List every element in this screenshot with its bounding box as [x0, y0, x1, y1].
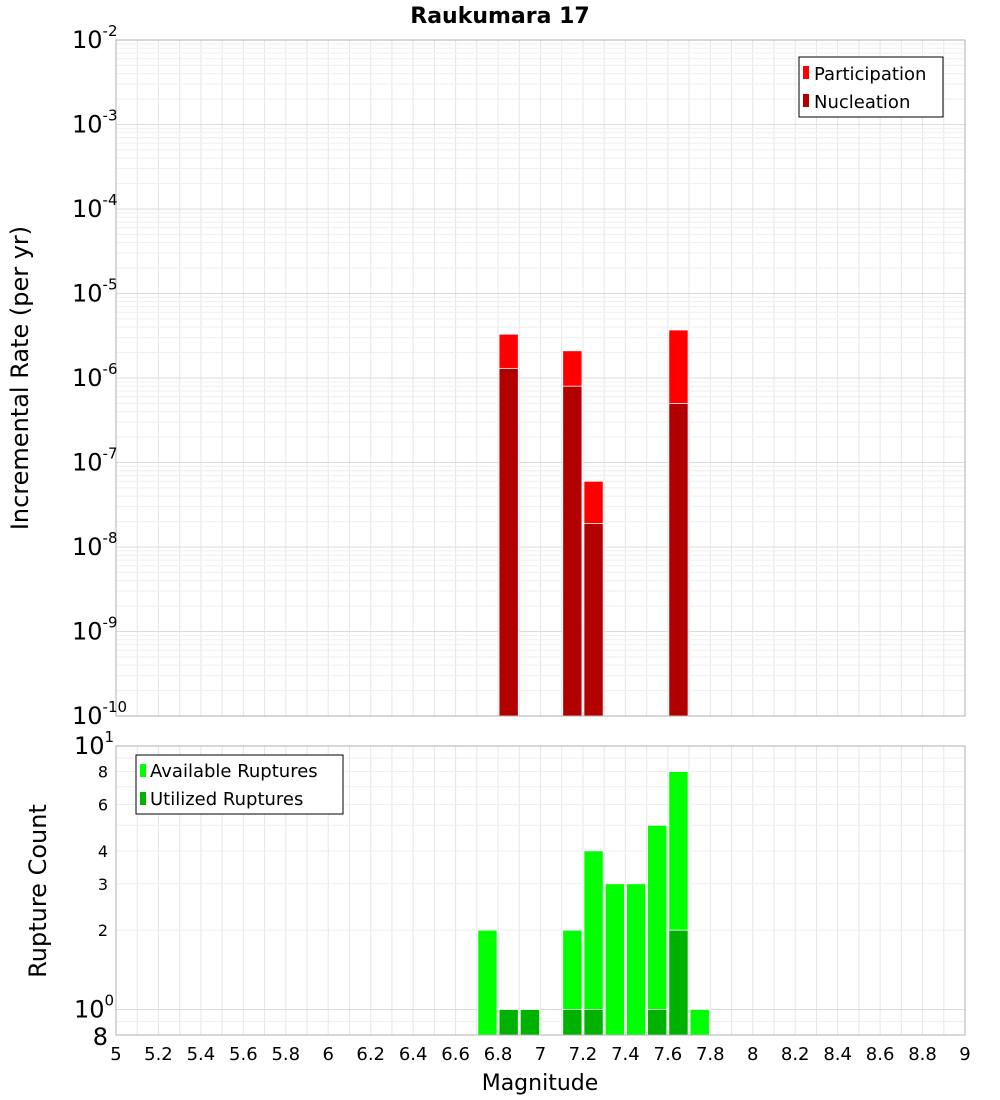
counts-y-ticks: 100 101 2 3 4 6 8 8 — [74, 728, 114, 1051]
x-tick-label: 8.4 — [823, 1044, 852, 1065]
rates-frame — [115, 39, 966, 717]
counts-x-ticks: 5 5.2 5.4 5.6 5.8 6 6.2 6.4 6.6 6.8 7 7.2 7.4 7.6 7.8 8… — [110, 1044, 970, 1065]
counts-bars — [477, 771, 710, 1036]
utilized-bar — [647, 1009, 668, 1036]
legend-nucleation-swatch — [803, 94, 809, 107]
x-tick-label: 7.8 — [696, 1044, 725, 1065]
y-tick-label: 10-2 — [72, 22, 118, 54]
legend-available-label: Available Ruptures — [150, 761, 318, 782]
y-tick-label: 8 — [98, 763, 108, 782]
y-tick-label: 10-8 — [72, 529, 118, 561]
counts-frame — [115, 745, 966, 1036]
x-tick-label: 9 — [959, 1044, 970, 1065]
x-tick-label: 8.8 — [908, 1044, 937, 1065]
counts-legend: Available Ruptures Utilized Ruptures — [135, 754, 344, 815]
y-tick-label: 10-3 — [72, 107, 118, 139]
y-tick-label: 10-10 — [72, 698, 127, 730]
y-tick-label: 101 — [74, 728, 114, 760]
y-tick-label: 4 — [98, 842, 108, 861]
y-tick-label: 8 — [93, 1023, 108, 1051]
x-tick-label: 8.6 — [866, 1044, 895, 1065]
legend-available-swatch — [140, 764, 146, 777]
nucleation-bar — [498, 367, 519, 717]
counts-y-axis-label: Rupture Count — [24, 804, 52, 978]
rates-grid — [116, 40, 966, 716]
utilized-bar — [498, 1009, 519, 1036]
rates-legend: Participation Nucleation — [798, 56, 944, 118]
y-tick-label: 3 — [98, 875, 108, 894]
nucleation-bar — [668, 403, 689, 717]
y-tick-label: 10-7 — [72, 445, 118, 477]
x-tick-label: 7.6 — [654, 1044, 683, 1065]
x-tick-label: 5 — [110, 1044, 121, 1065]
chart-title: Raukumara 17 — [410, 4, 589, 29]
x-tick-label: 6.8 — [484, 1044, 513, 1065]
x-tick-label: 7.2 — [569, 1044, 598, 1065]
legend-utilized-label: Utilized Ruptures — [150, 789, 303, 810]
x-tick-label: 8 — [747, 1044, 758, 1065]
x-tick-label: 5.2 — [144, 1044, 173, 1065]
rates-legend-box — [798, 56, 944, 118]
x-tick-label: 5.4 — [187, 1044, 216, 1065]
available-bar — [647, 824, 668, 1036]
y-tick-label: 10-9 — [72, 614, 118, 646]
rates-y-ticks: 10-10 10-9 10-8 10-7 10-6 10-5 10-4 10-3 10-2 — [72, 22, 127, 730]
utilized-bar — [668, 929, 689, 1036]
x-axis-label: Magnitude — [482, 1071, 599, 1096]
available-bar — [583, 850, 604, 1036]
y-tick-label: 100 — [74, 991, 114, 1023]
x-tick-label: 5.6 — [229, 1044, 258, 1065]
y-tick-label: 10-6 — [72, 360, 118, 392]
x-tick-label: 7 — [535, 1044, 546, 1065]
legend-participation-swatch — [803, 66, 809, 79]
available-bar — [689, 1009, 710, 1036]
x-tick-label: 6 — [323, 1044, 334, 1065]
x-tick-label: 8.2 — [781, 1044, 810, 1065]
available-bar — [626, 883, 647, 1036]
utilized-bar — [519, 1009, 540, 1036]
x-tick-label: 5.8 — [271, 1044, 300, 1065]
available-bar — [477, 929, 498, 1036]
y-tick-label: 10-4 — [72, 191, 118, 223]
x-tick-label: 6.6 — [441, 1044, 470, 1065]
legend-nucleation-label: Nucleation — [814, 92, 910, 113]
legend-participation-label: Participation — [814, 64, 926, 85]
available-bar — [604, 883, 625, 1036]
x-tick-label: 6.4 — [399, 1044, 428, 1065]
nucleation-bar — [562, 385, 583, 717]
y-tick-label: 10-5 — [72, 276, 118, 308]
legend-utilized-swatch — [140, 792, 146, 805]
y-tick-label: 2 — [98, 921, 108, 940]
nucleation-bar — [583, 523, 604, 717]
rates-y-axis-label: Incremental Rate (per yr) — [6, 226, 34, 530]
counts-grid — [116, 746, 966, 1035]
y-tick-label: 6 — [98, 795, 108, 814]
utilized-bar — [562, 1009, 583, 1036]
x-tick-label: 7.4 — [611, 1044, 640, 1065]
utilized-bar — [583, 1009, 604, 1036]
counts-panel: 100 101 2 3 4 6 8 8 5 5.2 5.4 5.6 5.8 6 6.2 6.4 6.6 6.8 7… — [24, 728, 971, 1096]
x-tick-label: 6.2 — [356, 1044, 385, 1065]
rates-panel: 10-10 10-9 10-8 10-7 10-6 10-5 10-4 10-3 10-2 In… — [6, 22, 966, 730]
counts-legend-box — [135, 754, 344, 815]
